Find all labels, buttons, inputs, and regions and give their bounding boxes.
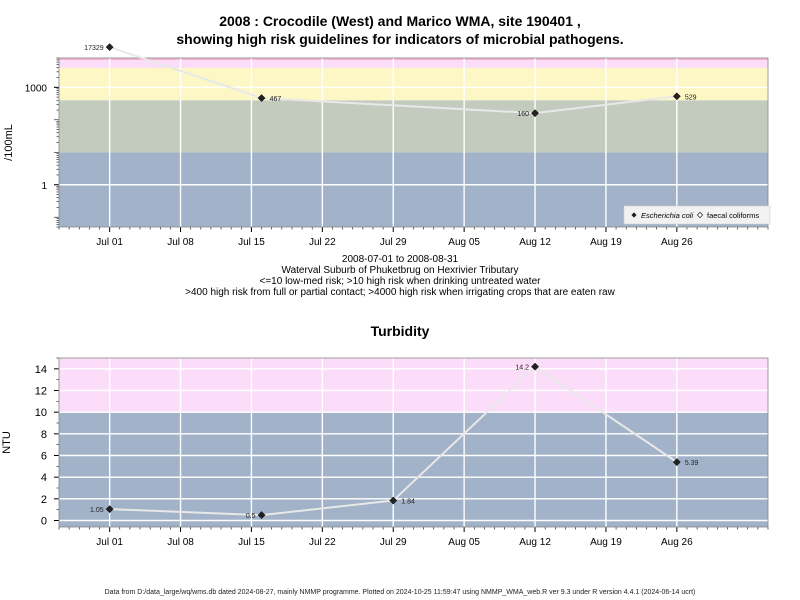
- data-point: [105, 43, 114, 52]
- data-point: [531, 362, 539, 371]
- x-tick-label: Aug 05: [448, 537, 480, 548]
- data-label: 1.84: [401, 499, 415, 506]
- data-point: [257, 94, 266, 103]
- x-tick-label: Aug 19: [590, 237, 622, 248]
- high-risk-strip: [59, 58, 768, 60]
- y-tick-label: 2: [41, 494, 47, 506]
- chart-title-line-1: 2008 : Crocodile (West) and Marico WMA, …: [219, 13, 581, 29]
- x-tick-label: Jul 08: [167, 537, 194, 548]
- x-tick-label: Jul 15: [238, 537, 265, 548]
- risk-band: [59, 100, 768, 153]
- x-tick-label: Jul 01: [96, 237, 123, 248]
- drinking-guideline-note: <=10 low-med risk; >10 high risk when dr…: [259, 276, 541, 287]
- data-label: 529: [685, 94, 697, 101]
- chart-title-line-2: showing high risk guidelines for indicat…: [176, 31, 624, 47]
- date-range-label: 2008-07-01 to 2008-08-31: [341, 254, 459, 265]
- y-tick-label: 1000: [25, 83, 48, 94]
- x-tick-label: Jul 22: [309, 237, 336, 248]
- y-tick-label: 4: [41, 472, 47, 484]
- data-label: 0.5: [246, 513, 256, 520]
- x-tick-label: Aug 12: [519, 537, 551, 548]
- data-point: [389, 496, 398, 505]
- data-point: [672, 458, 681, 467]
- data-point: [672, 92, 681, 101]
- y-axis-label: NTU: [1, 431, 13, 454]
- data-point: [105, 505, 114, 514]
- y-tick-label: 6: [41, 451, 47, 463]
- y-axis-label: /100mL: [3, 124, 15, 161]
- x-tick-label: Jul 08: [167, 237, 194, 248]
- x-tick-label: Jul 22: [309, 537, 336, 548]
- chart-title: Turbidity: [371, 323, 430, 339]
- y-tick-label: 14: [35, 364, 47, 376]
- series-line: [109, 46, 677, 115]
- y-tick-label: 0: [41, 516, 47, 528]
- legend-marker-filled: [631, 212, 637, 218]
- data-label: 160: [517, 111, 529, 118]
- x-tick-label: Aug 05: [448, 237, 480, 248]
- risk-band: [59, 67, 768, 101]
- contact-guideline-note: >400 high risk from full or partial cont…: [185, 287, 615, 298]
- legend-label: faecal coliforms: [707, 211, 759, 220]
- y-tick-label: 12: [35, 386, 47, 398]
- plot-frame: [58, 57, 769, 228]
- plot-frame: [58, 357, 769, 528]
- x-tick-label: Aug 26: [661, 537, 693, 548]
- x-tick-label: Jul 29: [380, 237, 407, 248]
- site-description-label: Waterval Suburb of Phuketbrug on Hexrivi…: [281, 265, 519, 276]
- y-tick-label: 1: [41, 181, 47, 192]
- y-tick-label: 10: [35, 407, 47, 419]
- x-tick-label: Aug 12: [519, 237, 551, 248]
- y-tick-label: 8: [41, 429, 47, 441]
- x-tick-label: Jul 01: [96, 537, 123, 548]
- x-tick-label: Aug 26: [661, 237, 693, 248]
- legend-marker-open: [696, 211, 704, 219]
- data-point: [531, 109, 539, 118]
- data-point: [257, 511, 266, 520]
- x-tick-label: Jul 15: [238, 237, 265, 248]
- data-label: 5.39: [685, 460, 699, 467]
- ecoli-chart: Jul 01 Jul 08 Jul 15 Jul 22 Jul 29 Aug 05 Aug …: [3, 43, 771, 248]
- turbidity-chart: Jul 01 Jul 08 Jul 15 Jul 22 Jul 29 Aug 05 Aug …: [1, 323, 769, 548]
- risk-band: [59, 358, 768, 413]
- x-tick-label: Aug 19: [590, 537, 622, 548]
- x-tick-label: Jul 29: [380, 537, 407, 548]
- data-label: 467: [270, 96, 282, 103]
- data-label: 17329: [84, 45, 104, 52]
- legend-label: Escherichia coli: [641, 211, 693, 220]
- data-label: 1.05: [90, 507, 104, 514]
- footer-note: Data from D:/data_large/wq/wms.db dated …: [104, 589, 696, 596]
- data-label: 14.2: [515, 365, 529, 372]
- risk-band: [59, 58, 768, 68]
- risk-band: [59, 412, 768, 527]
